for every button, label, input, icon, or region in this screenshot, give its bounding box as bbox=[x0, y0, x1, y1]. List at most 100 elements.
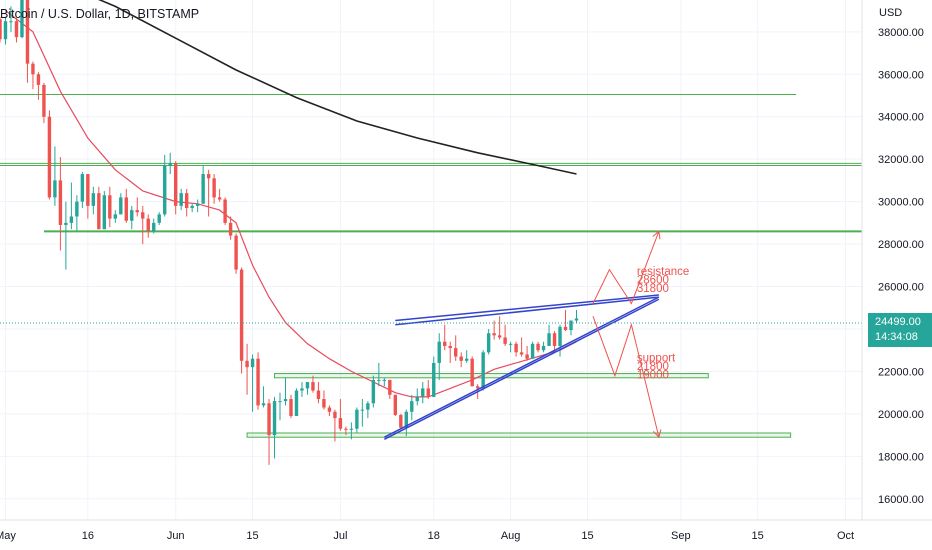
candle-body bbox=[382, 379, 387, 381]
ema-fast-series bbox=[5, 10, 577, 398]
ema-fast-line bbox=[5, 10, 577, 398]
candle-body bbox=[283, 399, 288, 402]
candle-body bbox=[536, 343, 540, 351]
chart-title: Bitcoin / U.S. Dollar, 1D, BITSTAMP bbox=[0, 7, 200, 21]
candle-body bbox=[508, 343, 513, 345]
x-tick-label: Jul bbox=[333, 530, 347, 542]
candle-body bbox=[443, 341, 447, 346]
x-tick-label: Sep bbox=[671, 530, 691, 542]
candle-body bbox=[86, 174, 90, 206]
horizontal-levels bbox=[0, 93, 862, 233]
candle-body bbox=[108, 195, 112, 219]
projection-arrowhead bbox=[652, 230, 661, 240]
candle-body bbox=[9, 21, 13, 23]
y-tick-label: 32000.00 bbox=[878, 154, 924, 166]
candle-body bbox=[267, 403, 271, 436]
candle-body bbox=[234, 235, 238, 270]
candle-body bbox=[569, 320, 573, 331]
annotation-label: 31800 bbox=[637, 283, 669, 295]
x-tick-label: 15 bbox=[752, 530, 764, 542]
candle-body bbox=[141, 212, 145, 219]
projection-paths bbox=[592, 230, 662, 439]
wedge-lines bbox=[383, 294, 660, 441]
y-tick-label: 16000.00 bbox=[878, 494, 924, 506]
candle-body bbox=[486, 333, 491, 353]
y-tick-label: 34000.00 bbox=[878, 112, 924, 124]
candle-body bbox=[388, 379, 392, 395]
y-tick-label: 26000.00 bbox=[878, 282, 924, 294]
ema-slow-line bbox=[98, 0, 577, 175]
candle-body bbox=[530, 343, 535, 359]
candle-body bbox=[31, 63, 35, 75]
candle-body bbox=[366, 403, 370, 410]
projection-path bbox=[592, 231, 660, 305]
x-tick-label: 18 bbox=[428, 530, 440, 542]
candle-body bbox=[371, 379, 376, 404]
candle-body bbox=[42, 84, 46, 117]
candle-body bbox=[228, 222, 233, 236]
candle-body bbox=[338, 418, 343, 429]
candle-body bbox=[102, 195, 107, 230]
candle-body bbox=[113, 214, 118, 219]
candle-body bbox=[212, 178, 216, 198]
candle-body bbox=[541, 345, 546, 351]
candle-body bbox=[514, 343, 518, 353]
candle-body bbox=[179, 193, 183, 206]
x-tick-label: 16 bbox=[82, 530, 94, 542]
y-tick-label: 18000.00 bbox=[878, 451, 924, 463]
candle-body bbox=[322, 399, 326, 408]
last-price-tag: 24499.00 14:34:08 bbox=[868, 313, 932, 347]
candle-body bbox=[464, 358, 469, 361]
x-tick-label: Jun bbox=[167, 530, 185, 542]
candle-body bbox=[14, 21, 19, 38]
candle-body bbox=[119, 197, 123, 215]
candle-body bbox=[53, 180, 57, 198]
bar-countdown: 14:34:08 bbox=[875, 331, 918, 343]
candle-body bbox=[58, 180, 63, 225]
x-tick-label: Oct bbox=[837, 530, 854, 542]
candle-body bbox=[552, 333, 557, 346]
candle-body bbox=[525, 354, 529, 359]
candle-body bbox=[503, 337, 507, 344]
candle-body bbox=[349, 428, 354, 430]
candle-body bbox=[547, 333, 551, 346]
wedge-line bbox=[395, 296, 659, 326]
candle-body bbox=[393, 394, 398, 415]
candle-body bbox=[135, 210, 139, 213]
candlestick-series bbox=[0, 0, 579, 465]
candle-body bbox=[305, 382, 310, 389]
candle-body bbox=[173, 163, 178, 206]
candle-body bbox=[574, 318, 579, 321]
candle-body bbox=[168, 163, 172, 166]
candle-body bbox=[250, 358, 255, 368]
candle-body bbox=[519, 352, 524, 355]
candle-body bbox=[272, 401, 277, 436]
candle-body bbox=[206, 174, 211, 179]
candle-body bbox=[195, 203, 200, 206]
annotation-label: 19000 bbox=[637, 369, 669, 381]
last-price-value: 24499.00 bbox=[875, 316, 921, 328]
time-axis[interactable]: May 16 Jun 15 Jul 18 Aug 15 Sep 15 Oct bbox=[0, 530, 854, 542]
candle-body bbox=[437, 341, 441, 363]
candle-body bbox=[344, 428, 348, 430]
candle-body bbox=[333, 411, 337, 419]
candle-body bbox=[152, 222, 156, 232]
candle-body bbox=[448, 345, 452, 349]
wedge-line bbox=[383, 296, 660, 438]
candle-body bbox=[355, 409, 359, 429]
support-zone bbox=[246, 432, 792, 438]
candle-body bbox=[558, 326, 562, 346]
y-tick-label: 38000.00 bbox=[878, 27, 924, 39]
candle-body bbox=[190, 205, 194, 208]
annotation-label: 28600 bbox=[637, 274, 669, 286]
candle-body bbox=[47, 116, 52, 198]
candle-body bbox=[130, 210, 134, 221]
candle-body bbox=[497, 335, 502, 338]
candle-body bbox=[256, 358, 260, 406]
candle-body bbox=[404, 411, 408, 428]
candle-body bbox=[426, 388, 430, 397]
candle-body bbox=[311, 382, 315, 391]
candle-body bbox=[124, 197, 128, 221]
y-tick-label: 36000.00 bbox=[878, 69, 924, 81]
